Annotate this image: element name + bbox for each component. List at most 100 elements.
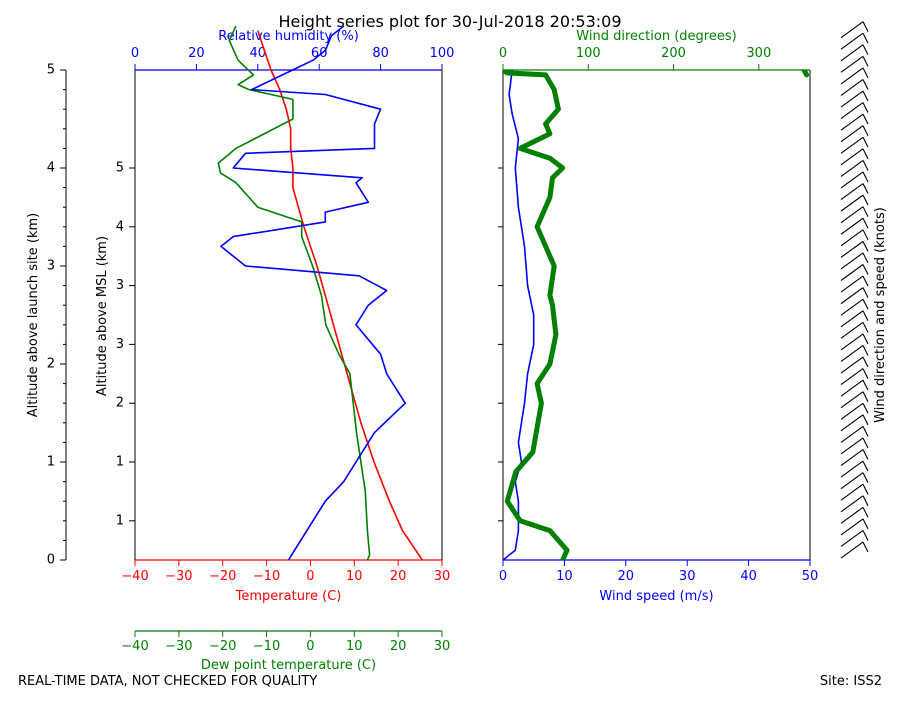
launch-altitude-tick-label: 5 [47, 63, 55, 78]
wind-barb [840, 148, 864, 166]
humidity-tick-label: 40 [250, 46, 267, 61]
wind-barb [840, 90, 864, 108]
dewpoint-tick-label: −40 [121, 639, 148, 654]
temperature-tick-label: −10 [253, 569, 280, 584]
temperature-axis-label: Temperature (C) [235, 589, 342, 604]
wind-barb [840, 194, 864, 212]
wind-barb-flag [862, 90, 869, 102]
wind-barb [840, 506, 864, 524]
wind-barb [840, 437, 864, 455]
wind-barb [840, 541, 864, 559]
wind-barb [840, 298, 864, 316]
msl-altitude-tick-label: 1 [116, 513, 124, 528]
wind-barb [840, 414, 864, 432]
wind-barb-flag [862, 56, 869, 67]
wind-barb [840, 32, 864, 50]
humidity-line [220, 25, 407, 561]
launch-altitude-tick-label: 4 [47, 161, 55, 176]
wind-barb-flag [862, 229, 869, 241]
wind-barb-flag [862, 472, 869, 483]
wind-barb-flag [862, 44, 869, 56]
wind-barb [840, 159, 864, 177]
wind-barb-flag [862, 495, 869, 507]
wind-barb-flag [862, 460, 869, 472]
wind-barb [840, 402, 864, 420]
wind-barb [840, 391, 864, 409]
wind-barb [840, 345, 864, 362]
quality-note: REAL-TIME DATA, NOT CHECKED FOR QUALITY [18, 674, 318, 689]
wind-barb-flag [862, 125, 869, 136]
wind-barb-flag [862, 333, 869, 345]
temperature-tick-label: −40 [121, 569, 148, 584]
launch-altitude-tick-label: 3 [47, 259, 55, 274]
wind-barb-flag [862, 252, 869, 264]
wind-barb-flag [862, 21, 869, 32]
wind-barb-flag [862, 194, 869, 206]
wind-barb [840, 460, 864, 478]
wind-speed-tick-label: 40 [740, 569, 757, 584]
dewpoint-line [217, 25, 371, 561]
wind-barb [840, 483, 864, 501]
chart-title: Height series plot for 30-Jul-2018 20:53… [278, 12, 621, 31]
wind-barb [840, 102, 864, 120]
launch-altitude-tick-label: 2 [47, 357, 55, 372]
dewpoint-tick-label: −10 [253, 639, 280, 654]
wind-barb [840, 518, 864, 536]
wind-barb-flag [862, 414, 869, 426]
wind-speed-tick-label: 20 [618, 569, 635, 584]
dewpoint-tick-label: 20 [390, 639, 407, 654]
wind-barb-flag [862, 183, 869, 194]
wind-barbs [840, 21, 869, 559]
wind-direction-tick-label: 300 [746, 46, 771, 61]
wind-barb-flag [862, 171, 869, 183]
launch-altitude-tick-label: 1 [47, 455, 55, 470]
wind-barb [840, 472, 864, 490]
temperature-tick-label: 10 [346, 569, 363, 584]
wind-barb [840, 136, 864, 154]
wind-barb [840, 321, 864, 339]
wind-barb [840, 229, 864, 247]
msl-altitude-axis-label: Altitude above MSL (km) [95, 236, 110, 396]
right-panel-plot-area [503, 70, 810, 560]
humidity-tick-label: 20 [188, 46, 205, 61]
wind-barb-flag [862, 67, 869, 79]
wind-speed-tick-label: 10 [556, 569, 573, 584]
dewpoint-tick-label: −20 [209, 639, 236, 654]
wind-speed-axis-label: Wind speed (m/s) [599, 589, 713, 604]
wind-barb-flag [862, 437, 869, 449]
wind-direction-tick-label: 0 [499, 46, 507, 61]
wind-barb-flag [862, 449, 869, 460]
wind-barb-flag [862, 541, 869, 553]
wind-barb [840, 67, 864, 85]
dewpoint-axis-label: Dew point temperature (C) [201, 658, 376, 673]
wind-barb-flag [862, 275, 869, 287]
wind-barb [840, 240, 864, 258]
wind-barb-flag [862, 310, 869, 322]
wind-barb-flag [862, 379, 869, 391]
humidity-tick-label: 60 [311, 46, 328, 61]
wind-barb [840, 368, 864, 386]
wind-barb-flag [862, 518, 869, 530]
wind-barb [840, 449, 864, 466]
wind-barb [840, 171, 864, 189]
wind-barb [840, 379, 864, 397]
wind-barb-flag [862, 264, 869, 275]
temperature-tick-label: 20 [390, 569, 407, 584]
wind-barb-flag [862, 160, 869, 171]
temperature-line [257, 30, 423, 561]
wind-barb-flag [862, 206, 869, 217]
wind-barb-flag [862, 32, 869, 44]
site-label: Site: ISS2 [819, 674, 882, 689]
msl-altitude-tick-label: 1 [116, 455, 124, 470]
wind-barb-flag [862, 298, 869, 310]
wind-direction-tick-label: 200 [661, 46, 686, 61]
wind-barb [840, 264, 864, 281]
wind-barb-flag [862, 391, 869, 402]
wind-barb-flag [862, 148, 869, 160]
launch-altitude-tick-label: 0 [47, 553, 55, 568]
wind-barb [840, 252, 864, 270]
dewpoint-tick-label: 10 [346, 639, 363, 654]
wind-barb-flag [862, 218, 869, 229]
wind-barb-flag [862, 356, 869, 368]
wind-direction-line [503, 70, 570, 560]
